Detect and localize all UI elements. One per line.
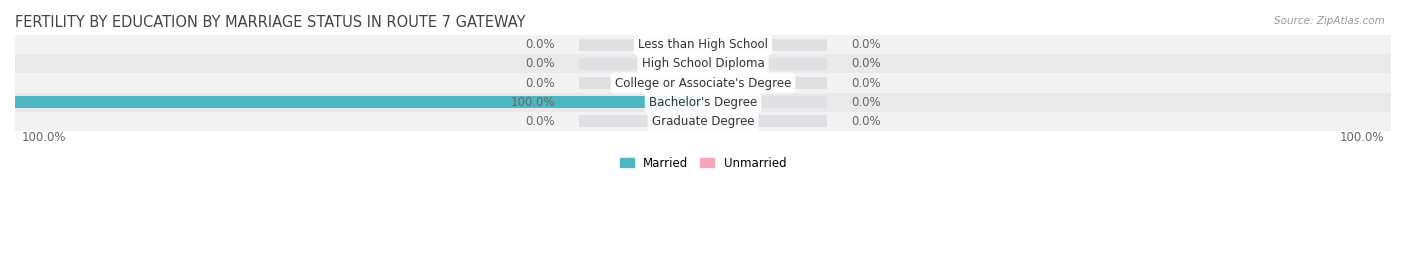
Bar — [579, 77, 703, 89]
Bar — [579, 39, 703, 51]
Text: 0.0%: 0.0% — [851, 76, 880, 90]
Bar — [15, 96, 703, 108]
Text: College or Associate's Degree: College or Associate's Degree — [614, 76, 792, 90]
Legend: Married, Unmarried: Married, Unmarried — [614, 152, 792, 174]
Text: 100.0%: 100.0% — [22, 131, 66, 144]
Bar — [15, 54, 1391, 73]
Bar — [703, 58, 827, 70]
Text: 0.0%: 0.0% — [851, 115, 880, 128]
Bar — [703, 96, 827, 108]
Text: 0.0%: 0.0% — [851, 95, 880, 109]
Text: Less than High School: Less than High School — [638, 38, 768, 51]
Text: 0.0%: 0.0% — [851, 38, 880, 51]
Text: FERTILITY BY EDUCATION BY MARRIAGE STATUS IN ROUTE 7 GATEWAY: FERTILITY BY EDUCATION BY MARRIAGE STATU… — [15, 15, 526, 30]
Bar — [15, 35, 1391, 54]
Bar — [579, 96, 703, 108]
Text: Source: ZipAtlas.com: Source: ZipAtlas.com — [1274, 16, 1385, 26]
Bar — [703, 39, 827, 51]
Bar — [15, 73, 1391, 93]
Text: Graduate Degree: Graduate Degree — [652, 115, 754, 128]
Text: 100.0%: 100.0% — [1340, 131, 1384, 144]
Bar — [579, 58, 703, 70]
Bar — [703, 77, 827, 89]
Text: 0.0%: 0.0% — [851, 58, 880, 70]
Text: 0.0%: 0.0% — [526, 115, 555, 128]
Text: 0.0%: 0.0% — [526, 58, 555, 70]
Bar — [15, 112, 1391, 131]
Bar — [15, 93, 1391, 112]
Bar — [579, 115, 703, 127]
Text: High School Diploma: High School Diploma — [641, 58, 765, 70]
Text: 0.0%: 0.0% — [526, 76, 555, 90]
Text: Bachelor's Degree: Bachelor's Degree — [650, 95, 756, 109]
Bar — [703, 115, 827, 127]
Text: 0.0%: 0.0% — [526, 38, 555, 51]
Text: 100.0%: 100.0% — [510, 95, 555, 109]
